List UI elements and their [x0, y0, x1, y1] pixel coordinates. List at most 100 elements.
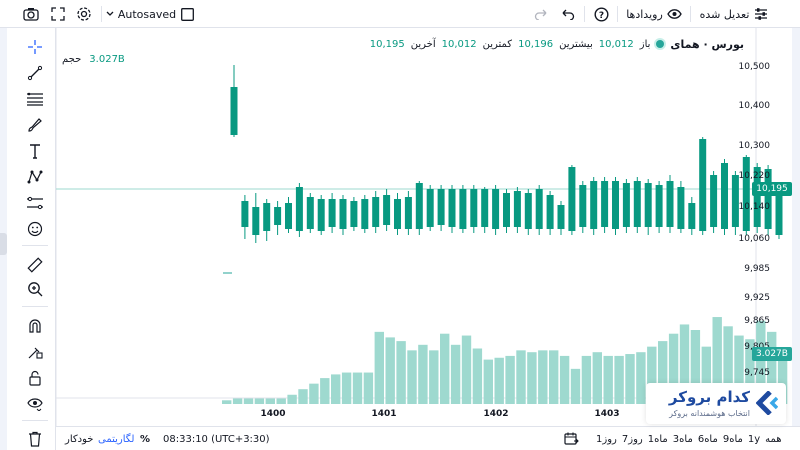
- candle-body: [753, 167, 761, 227]
- volume-bar: [396, 341, 406, 404]
- candle-body: [622, 183, 630, 227]
- sliders-icon: [754, 7, 768, 21]
- volume-bar: [265, 398, 275, 404]
- projection-icon[interactable]: [22, 192, 48, 214]
- chart-legend: بورس · همای باز 10,012 بیشترین 10,196 کم…: [370, 36, 744, 52]
- volume-bar: [461, 335, 472, 404]
- symbol-name[interactable]: بورس · همای: [670, 37, 744, 51]
- candle-body: [666, 181, 674, 227]
- candle-body: [383, 195, 391, 225]
- volume-bar: [668, 333, 679, 404]
- adjusted-label: تعدیل شده: [699, 7, 750, 21]
- candle-body: [426, 189, 434, 227]
- chart-area[interactable]: 1400 1401 1402 1403: [56, 28, 792, 426]
- camera-icon[interactable]: [20, 4, 42, 24]
- events-button[interactable]: رویدادها: [623, 4, 685, 24]
- volume-bar: [450, 344, 461, 404]
- range-button[interactable]: 1y: [747, 433, 761, 445]
- ruler-icon[interactable]: [22, 254, 48, 276]
- volume-bar: [701, 346, 711, 404]
- volume-bar: [407, 350, 417, 404]
- candle-body: [263, 203, 271, 231]
- hide-drawings-icon[interactable]: [22, 393, 48, 415]
- volume-bar: [647, 346, 657, 404]
- redo-icon[interactable]: [531, 4, 551, 24]
- percent-scale-button[interactable]: %: [140, 433, 151, 445]
- range-button[interactable]: 9ماه: [722, 433, 743, 445]
- candle-body: [448, 189, 456, 227]
- text-tool-icon[interactable]: [22, 140, 48, 162]
- left-collapse-handle[interactable]: [0, 233, 7, 255]
- adjusted-button[interactable]: تعدیل شده: [698, 4, 770, 24]
- candle-body: [633, 181, 641, 227]
- price-axis-label: 10,220: [738, 171, 771, 181]
- candle-body: [644, 183, 652, 227]
- volume-bar: [341, 372, 352, 404]
- trash-icon[interactable]: [22, 428, 48, 450]
- candle-body: [285, 203, 292, 229]
- fib-retracement-icon[interactable]: [22, 88, 48, 110]
- candle-body: [437, 189, 445, 225]
- magnet-icon[interactable]: [22, 315, 48, 337]
- candle-body: [775, 187, 783, 235]
- eye-icon: [667, 9, 682, 19]
- price-axis-label: 10,500: [738, 62, 771, 72]
- pattern-icon[interactable]: [22, 166, 48, 188]
- range-button[interactable]: 1روز: [596, 433, 617, 445]
- open-value: 10,012: [598, 38, 634, 50]
- auto-scale-button[interactable]: خودکار: [65, 433, 94, 445]
- range-button[interactable]: 7روز: [621, 433, 643, 445]
- crosshair-icon[interactable]: [22, 36, 48, 58]
- lock-drawing-icon[interactable]: [22, 341, 48, 363]
- fullscreen-icon[interactable]: [47, 4, 69, 24]
- volume-bar: [516, 350, 526, 404]
- range-button[interactable]: 1ماه: [647, 433, 668, 445]
- volume-bar: [767, 331, 777, 404]
- volume-bar: [429, 350, 439, 404]
- volume-bar: [679, 324, 690, 404]
- volume-bar: [658, 341, 668, 404]
- candle-body: [546, 195, 554, 229]
- volume-bar: [374, 331, 384, 404]
- candle-body: [306, 197, 314, 229]
- zoom-in-icon[interactable]: [22, 278, 48, 300]
- checkbox-icon[interactable]: [178, 4, 196, 24]
- candle-body: [328, 199, 336, 227]
- log-scale-button[interactable]: لگاریتمی: [98, 433, 135, 445]
- volume-bar: [549, 350, 559, 404]
- autosave-label[interactable]: Autosaved: [117, 7, 177, 21]
- range-button[interactable]: 3ماه: [672, 433, 693, 445]
- candle-body: [361, 199, 369, 229]
- logo-title: کدام بروکر: [668, 388, 750, 406]
- volume-bar: [636, 352, 646, 404]
- date-range-icon[interactable]: [564, 432, 579, 446]
- events-label: رویدادها: [626, 7, 663, 21]
- smile-icon[interactable]: [22, 218, 48, 240]
- chevron-down-icon[interactable]: [104, 4, 116, 24]
- volume-bar: [243, 398, 254, 404]
- price-axis-label: 10,140: [738, 202, 771, 212]
- range-button[interactable]: 6ماه: [697, 433, 718, 445]
- top-toolbar: Autosaved ? رویدادها تعدیل شده: [0, 0, 800, 28]
- time-axis-label: 1403: [594, 409, 619, 419]
- trend-line-icon[interactable]: [22, 62, 48, 84]
- lock-icon[interactable]: [22, 367, 48, 389]
- range-button[interactable]: همه: [765, 433, 782, 445]
- settings-icon[interactable]: [73, 4, 95, 24]
- candle-body: [241, 201, 249, 227]
- help-icon[interactable]: ?: [591, 4, 611, 24]
- clock-time[interactable]: 08:33:10 (UTC+3:30): [163, 433, 270, 445]
- bottom-toolbar: خودکار لگاریتمی % 08:33:10 (UTC+3:30) 1ر…: [56, 426, 800, 450]
- undo-icon[interactable]: [558, 4, 578, 24]
- volume-bar: [254, 398, 265, 404]
- candle-body: [590, 181, 598, 229]
- volume-legend: حجم 3.027B: [62, 54, 125, 65]
- volume-tag: 3.027B: [752, 347, 792, 361]
- candle-body: [731, 175, 739, 227]
- candle-body: [655, 185, 663, 227]
- logo-subtitle: انتخاب هوشمندانه بروکر: [669, 409, 750, 418]
- volume-bar: [505, 355, 515, 404]
- candle-body: [764, 169, 772, 229]
- candle-body: [404, 197, 412, 229]
- brush-icon[interactable]: [22, 114, 48, 136]
